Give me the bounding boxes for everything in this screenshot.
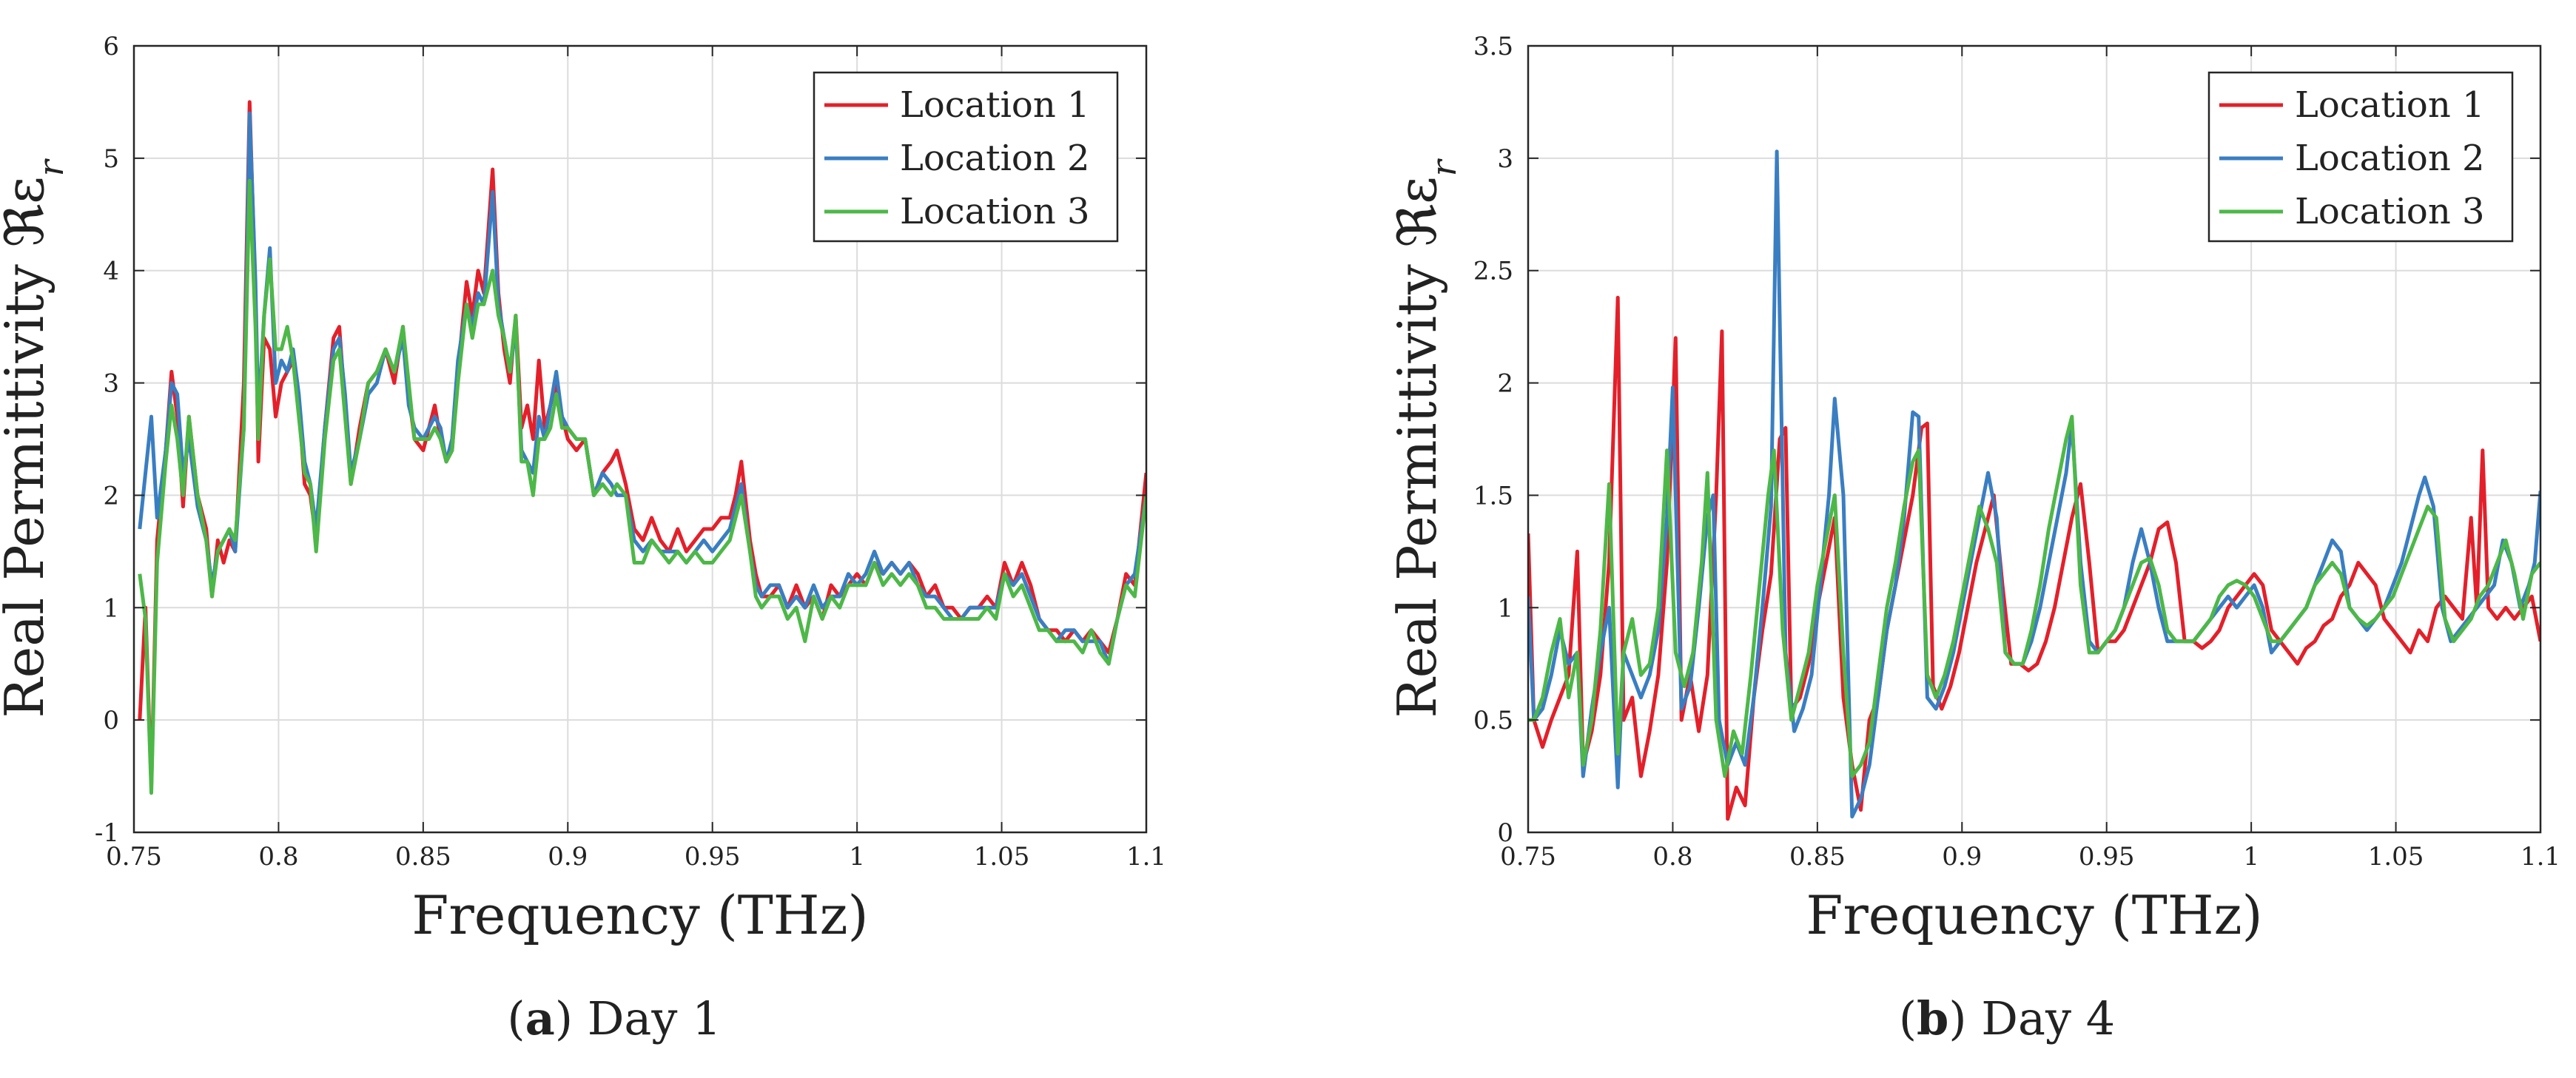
x-tick-label: 1 (849, 842, 865, 872)
x-tick-label: 0.75 (106, 842, 162, 872)
x-tick-label: 0.95 (685, 842, 741, 872)
x-axis-label: Frequency (THz) (411, 884, 868, 946)
y-tick-label: 4 (103, 257, 119, 286)
series-group (1528, 149, 2540, 821)
y-tick-label: 2 (1497, 369, 1513, 399)
x-tick-label: 0.85 (1789, 842, 1846, 872)
ticks: 0.75 0.8 0.85 0.9 0.95 1 1.05 1.1 0 0.5 1 1.5 2 2.5 3 3… (1473, 32, 2560, 872)
y-axis-label: Real Permittivity ℜεr (0, 158, 71, 718)
y-tick-label: 3 (1497, 144, 1513, 174)
y-tick-label: 0.5 (1473, 706, 1513, 735)
y-axis-label-main: Real Permittivity ℜε (1386, 176, 1448, 718)
series-line-location-3 (1528, 414, 2540, 778)
axes-box (1527, 44, 2542, 834)
chart-panel-b: 0.75 0.8 0.85 0.9 0.95 1 1.05 1.1 0 0.5 1 1.5 2 2.5 3 3… (1386, 32, 2560, 1045)
x-tick-label: 0.75 (1500, 842, 1556, 872)
legend: Location 1 Location 2 Location 3 (2207, 71, 2514, 243)
chart-panel-a: 0.75 0.8 0.85 0.9 0.95 1 1.05 1.1 -1 0 1 2 3 4 5 6 Frequ… (0, 32, 1166, 1045)
x-axis-label: Frequency (THz) (1806, 884, 2262, 946)
x-tick-label: 0.95 (2079, 842, 2135, 872)
caption-text: Day 1 (588, 991, 722, 1045)
caption-letter: a (525, 991, 555, 1045)
ticks: 0.75 0.8 0.85 0.9 0.95 1 1.05 1.1 -1 0 1 2 3 4 5 6 (95, 32, 1166, 872)
legend-label-location-2: Location 2 (900, 138, 1090, 179)
caption-letter: b (1917, 991, 1948, 1045)
x-tick-label: 1.05 (2368, 842, 2424, 872)
y-tick-label: 0 (103, 706, 119, 735)
x-tick-label: 0.9 (1942, 842, 1982, 872)
y-axis-label-subscript: r (31, 158, 71, 176)
caption-open-paren: ( (507, 991, 525, 1045)
legend-label-location-3: Location 3 (900, 191, 1090, 232)
legend-label-location-3: Location 3 (2295, 191, 2485, 232)
y-axis-label-main: Real Permittivity ℜε (0, 176, 56, 718)
x-tick-label: 1 (2243, 842, 2259, 872)
y-tick-label: 3 (103, 369, 119, 399)
y-tick-label: 6 (103, 32, 119, 61)
y-tick-label: -1 (95, 818, 119, 848)
legend-label-location-1: Location 1 (900, 84, 1090, 126)
x-tick-label: 0.8 (1652, 842, 1692, 872)
y-tick-label: 2 (103, 481, 119, 511)
y-tick-label: 1.5 (1473, 481, 1513, 511)
y-tick-label: 5 (103, 144, 119, 174)
x-tick-label: 0.9 (548, 842, 588, 872)
caption-text: Day 4 (1981, 991, 2115, 1045)
legend-label-location-2: Location 2 (2295, 138, 2485, 179)
x-tick-label: 1.1 (1126, 842, 1166, 872)
y-tick-label: 0 (1497, 818, 1513, 848)
y-tick-label: 1 (103, 593, 119, 623)
series-line-location-1 (138, 100, 1146, 789)
caption-open-paren: ( (1899, 991, 1917, 1045)
axes-box (132, 44, 1148, 834)
series-line-location-3 (138, 178, 1146, 795)
y-tick-label: 2.5 (1473, 257, 1513, 286)
figure-caption: (a) Day 1 (507, 991, 721, 1045)
y-axis-label: Real Permittivity ℜεr (1386, 158, 1464, 718)
x-tick-label: 1.05 (974, 842, 1030, 872)
x-tick-label: 1.1 (2520, 842, 2560, 872)
caption-close-paren: ) (1948, 991, 1981, 1045)
legend: Location 1 Location 2 Location 3 (813, 71, 1119, 243)
y-tick-label: 1 (1497, 593, 1513, 623)
legend-label-location-1: Location 1 (2295, 84, 2485, 126)
y-tick-label: 3.5 (1473, 32, 1513, 61)
x-tick-label: 0.85 (395, 842, 451, 872)
series-group (138, 100, 1146, 795)
caption-close-paren: ) (555, 991, 588, 1045)
x-tick-label: 0.8 (258, 842, 298, 872)
y-axis-label-subscript: r (1424, 158, 1464, 176)
figure-caption: (b) Day 4 (1899, 991, 2115, 1045)
